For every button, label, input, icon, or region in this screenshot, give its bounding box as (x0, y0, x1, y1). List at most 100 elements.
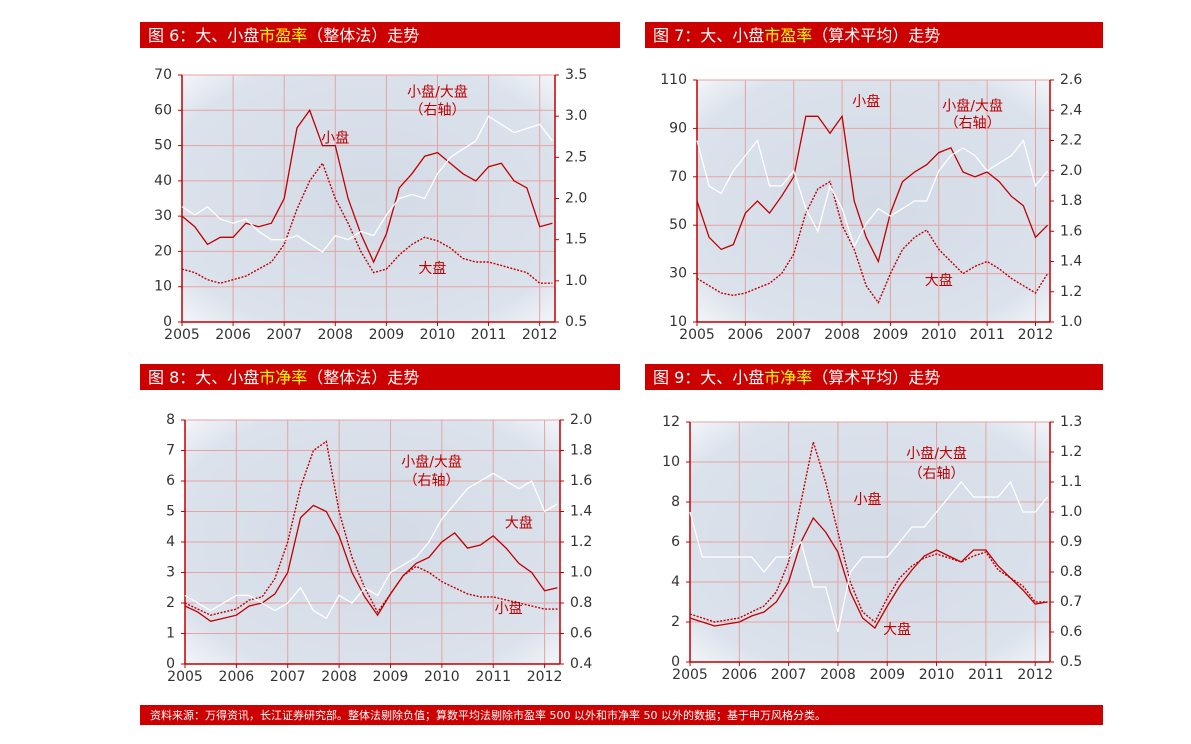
y2-tick-label: 0.4 (570, 656, 592, 672)
series-line (181, 108, 553, 264)
x-tick-label: 2007 (771, 667, 807, 683)
y2-tick-label: 2.2 (1060, 133, 1082, 149)
title-part: （算术平均）走势 (812, 368, 940, 387)
title-part: 市盈率 (764, 26, 812, 45)
y2-tick-label: 3.5 (565, 67, 587, 83)
y2-tick-label: 3.0 (565, 108, 587, 124)
y2-tick-label: 2.0 (1060, 163, 1082, 179)
y2-tick-label: 1.6 (1060, 223, 1082, 239)
x-tick-label: 2010 (424, 669, 460, 685)
series-line (181, 161, 553, 284)
axis-note: （右轴） (945, 116, 1001, 132)
y-tick-label: 4 (671, 574, 680, 590)
series-label: 大盘 (418, 260, 446, 277)
x-tick-label: 2007 (266, 327, 302, 343)
y-tick-label: 12 (662, 414, 680, 430)
x-tick-label: 2008 (321, 669, 357, 685)
series-line (689, 516, 1048, 629)
x-tick-label: 2006 (215, 327, 251, 343)
x-tick-label: 2007 (270, 669, 306, 685)
y-tick-label: 3 (166, 565, 175, 581)
y2-tick-label: 0.6 (570, 626, 592, 642)
x-tick-label: 2011 (475, 669, 511, 685)
chart-title: 图 6：大、小盘市盈率（整体法）走势 (148, 26, 419, 45)
title-part: 图 9：大、小盘 (653, 368, 764, 387)
x-tick-label: 2005 (672, 667, 708, 683)
series-line (696, 180, 1049, 305)
y2-tick-label: 1.0 (565, 273, 587, 289)
title-part: 图 8：大、小盘 (148, 368, 259, 387)
x-tick-label: 2006 (219, 669, 255, 685)
y-tick-label: 0 (166, 656, 175, 672)
plot-area (697, 80, 1050, 322)
series-label: 小盘/大盘 (401, 454, 462, 471)
y-tick-label: 6 (166, 473, 175, 489)
plot-area (182, 75, 555, 322)
x-tick-label: 2006 (728, 327, 764, 343)
x-tick-label: 2012 (1018, 327, 1054, 343)
y-tick-label: 60 (154, 102, 172, 118)
y-tick-label: 1 (166, 626, 175, 642)
y2-tick-label: 1.4 (1060, 254, 1082, 270)
chart-title: 图 9：大、小盘市净率（算术平均）走势 (653, 368, 940, 387)
y-tick-label: 20 (154, 243, 172, 259)
y-tick-label: 8 (166, 412, 175, 428)
axis-note: （右轴） (409, 102, 465, 118)
y-tick-label: 0 (163, 314, 172, 330)
x-tick-label: 2007 (776, 327, 812, 343)
y-tick-label: 2 (166, 595, 175, 611)
y-tick-label: 50 (669, 217, 687, 233)
title-part: （算术平均）走势 (812, 26, 940, 45)
chart-title: 图 7：大、小盘市盈率（算术平均）走势 (653, 26, 940, 45)
chart-title: 图 8：大、小盘市净率（整体法）走势 (148, 368, 419, 387)
title-part: 市净率 (259, 368, 307, 387)
y2-tick-label: 0.5 (1060, 654, 1082, 670)
x-tick-label: 2005 (164, 327, 200, 343)
x-tick-label: 2012 (1017, 667, 1053, 683)
series-line (689, 480, 1049, 633)
x-tick-label: 2005 (167, 669, 203, 685)
x-tick-label: 2011 (471, 327, 507, 343)
y-tick-label: 10 (662, 454, 680, 470)
y2-tick-label: 1.6 (570, 473, 592, 489)
y2-tick-label: 2.6 (1060, 72, 1082, 88)
y-tick-label: 110 (660, 72, 687, 88)
x-tick-label: 2005 (679, 327, 715, 343)
y-tick-label: 4 (166, 534, 175, 550)
axis-note: （右轴） (404, 473, 460, 489)
y2-tick-label: 0.8 (1060, 564, 1082, 580)
x-tick-label: 2008 (317, 327, 353, 343)
x-tick-label: 2009 (369, 327, 405, 343)
series-line (184, 440, 558, 616)
y2-tick-label: 0.7 (1060, 594, 1082, 610)
y2-tick-label: 1.8 (1060, 193, 1082, 209)
x-tick-label: 2009 (373, 669, 409, 685)
y2-tick-label: 1.1 (1060, 474, 1082, 490)
x-tick-label: 2006 (721, 667, 757, 683)
y-tick-label: 90 (669, 120, 687, 136)
y2-tick-label: 1.2 (1060, 444, 1082, 460)
x-tick-label: 2009 (869, 667, 905, 683)
y-tick-label: 10 (669, 314, 687, 330)
y2-tick-label: 1.8 (570, 443, 592, 459)
y2-tick-label: 1.5 (565, 232, 587, 248)
title-bar (645, 364, 1103, 390)
series-line (696, 114, 1049, 264)
series-label: 小盘 (495, 600, 523, 617)
x-tick-label: 2008 (824, 327, 860, 343)
y-tick-label: 50 (154, 138, 172, 154)
y2-tick-label: 1.2 (1060, 284, 1082, 300)
x-tick-label: 2011 (968, 667, 1004, 683)
title-part: 图 7：大、小盘 (653, 26, 764, 45)
series-label: 大盘 (925, 272, 953, 289)
y-tick-label: 2 (671, 614, 680, 630)
y-tick-label: 8 (671, 494, 680, 510)
x-tick-label: 2012 (522, 327, 558, 343)
y2-tick-label: 1.0 (1060, 504, 1082, 520)
y-tick-label: 6 (671, 534, 680, 550)
y2-tick-label: 1.3 (1060, 414, 1082, 430)
series-label: 小盘 (852, 93, 880, 110)
axis-note: （右轴） (909, 466, 965, 482)
x-tick-label: 2008 (820, 667, 856, 683)
